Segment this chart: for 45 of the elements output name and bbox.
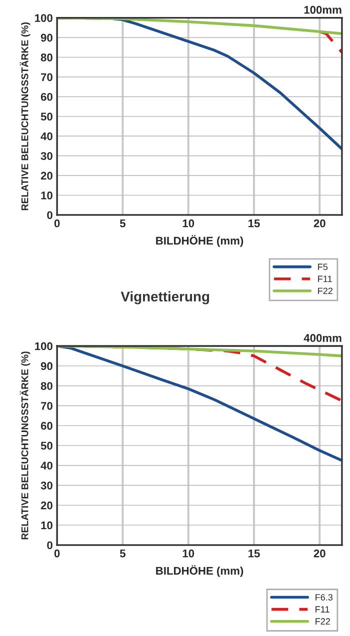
y-tick-label: 80 [40,54,52,62]
y-axis-title: RELATIVE BELEUCHTUNGSSTÄRKE (%) [20,352,30,540]
y-tick-label: 20 [40,502,52,510]
x-tick-label: 5 [120,220,126,228]
y-tick-label: 90 [40,34,52,42]
y-tick-label: 80 [40,382,52,390]
x-tick-label: 20 [314,550,326,558]
chart-title: 400mm [304,334,342,342]
y-tick-label: 0 [47,541,52,550]
y-tick-label: 30 [40,482,52,490]
x-tick-label: 10 [182,219,194,228]
y-tick-label: 70 [41,73,52,82]
y-tick-label: 30 [40,152,52,160]
x-tick-label: 10 [182,550,194,558]
x-tick-label: 20 [314,219,326,228]
y-tick-label: 40 [40,132,52,140]
legend-label: F11 [318,276,332,282]
y-tick-label: 10 [41,521,52,530]
y-tick-label: 10 [41,192,52,200]
x-tick-label: 15 [248,220,260,228]
y-tick-label: 100 [35,342,52,350]
y-tick-label: 0 [47,211,52,220]
y-tick-label: 60 [40,422,52,430]
legend-label: F5 [318,264,328,270]
y-axis-title: RELATIVE BELEUCHTUNGSSTÄRKE (%) [20,22,30,210]
chart-title: 100mm [304,6,342,14]
x-axis-title: BILDHÖHE (mm) [156,235,244,247]
x-axis-title: BILDHÖHE (mm) [156,565,244,577]
x-tick-label: 0 [54,219,60,228]
legend-label: F22 [316,618,330,624]
y-tick-label: 60 [40,92,52,101]
x-tick-label: 15 [248,550,260,558]
legend-label: F6.3 [316,594,333,601]
y-tick-label: 20 [40,172,52,180]
legend-label: F11 [316,606,330,612]
legend-label: F22 [318,288,332,294]
y-tick-label: 100 [35,14,52,22]
text: Vignettierung [120,291,210,304]
y-tick-label: 90 [40,362,52,370]
x-tick-label: 0 [54,550,60,558]
y-tick-label: 70 [41,402,52,410]
y-tick-label: 50 [40,112,52,121]
y-tick-label: 50 [40,442,52,450]
x-tick-label: 5 [120,550,126,558]
y-tick-label: 40 [40,462,52,470]
